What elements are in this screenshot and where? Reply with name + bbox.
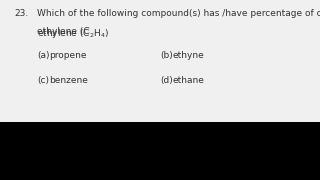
Text: ethane: ethane: [173, 76, 205, 85]
Text: propene: propene: [50, 51, 87, 60]
Text: 23.: 23.: [14, 9, 29, 18]
Text: (d): (d): [160, 76, 173, 85]
Text: Which of the following compound(s) has /have percentage of carbon same as that i: Which of the following compound(s) has /…: [37, 9, 320, 18]
Text: (b): (b): [160, 51, 173, 60]
Text: (c): (c): [37, 76, 49, 85]
Text: ethylene ($\mathregular{C_2H_4}$): ethylene ($\mathregular{C_2H_4}$): [37, 27, 109, 40]
Text: ethylene (C: ethylene (C: [37, 27, 89, 36]
FancyBboxPatch shape: [0, 0, 320, 122]
Text: benzene: benzene: [50, 76, 88, 85]
Text: ethyne: ethyne: [173, 51, 204, 60]
Text: (a): (a): [37, 51, 49, 60]
